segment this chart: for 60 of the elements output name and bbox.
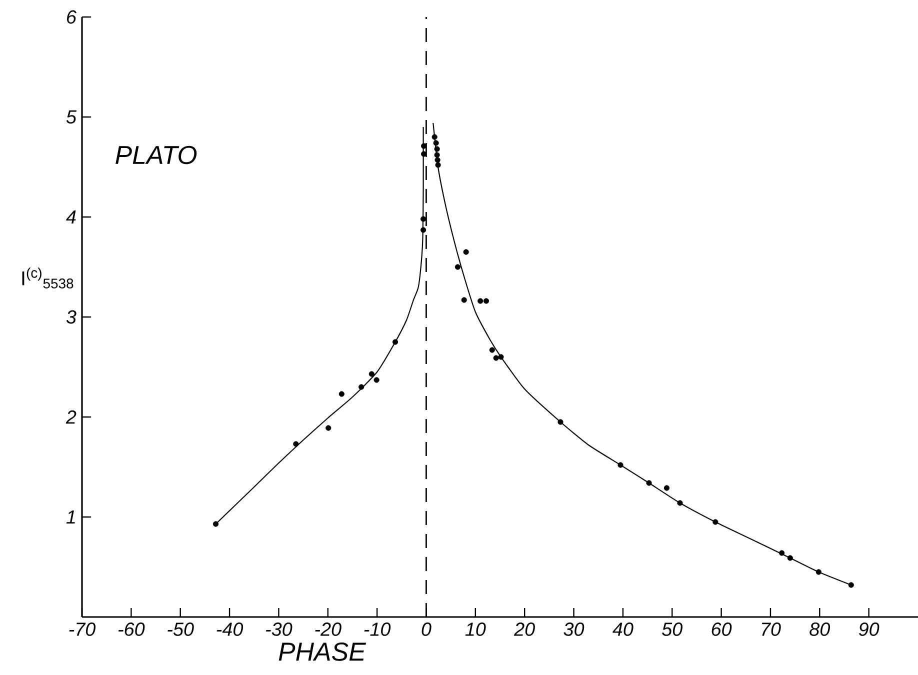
- point: [432, 134, 438, 140]
- x-axis-title: PHASE: [278, 642, 366, 661]
- x-tick-label: 40: [612, 622, 634, 636]
- x-tick-label: 50: [662, 622, 682, 636]
- point: [434, 152, 440, 158]
- point: [558, 419, 564, 425]
- x-tick-label: 70: [762, 622, 781, 636]
- point: [461, 297, 467, 303]
- point: [463, 249, 469, 255]
- x-tick-label: -30: [266, 622, 292, 636]
- point: [498, 354, 504, 360]
- point: [816, 569, 822, 575]
- y-tick-label: 6: [67, 10, 76, 24]
- point: [618, 462, 624, 468]
- y-tick-label: 4: [66, 210, 76, 224]
- y-tick-label: 3: [66, 310, 76, 324]
- point: [338, 391, 344, 397]
- x-tick-label: -10: [364, 622, 391, 636]
- point: [848, 582, 854, 588]
- point: [646, 480, 652, 486]
- point: [434, 146, 440, 152]
- point: [326, 425, 332, 431]
- point: [712, 519, 718, 525]
- point: [478, 298, 484, 304]
- point: [489, 347, 495, 353]
- x-tick-label: -50: [168, 622, 194, 636]
- y-tick-label: 5: [66, 110, 77, 124]
- annotation: PLATO: [116, 146, 197, 164]
- point: [435, 162, 441, 168]
- x-tick-label: 0: [422, 622, 432, 636]
- point: [358, 384, 364, 390]
- x-tick-label: 60: [712, 622, 732, 636]
- x-tick-label: -40: [216, 622, 244, 636]
- x-tick-label: 90: [858, 622, 880, 636]
- x-tick-label: 10: [465, 622, 486, 636]
- x-tick-label: -70: [69, 622, 96, 636]
- x-tick-label: 30: [564, 622, 584, 636]
- point: [212, 521, 219, 527]
- x-tick-label: 20: [514, 622, 535, 636]
- point: [664, 485, 670, 491]
- point: [420, 216, 426, 222]
- point: [374, 377, 380, 383]
- point: [293, 441, 299, 447]
- point: [778, 550, 785, 556]
- point: [493, 355, 499, 361]
- point: [483, 298, 490, 304]
- x-tick-label: -60: [118, 622, 145, 636]
- point: [677, 500, 683, 506]
- point: [420, 227, 426, 233]
- point: [787, 555, 793, 561]
- point: [434, 157, 440, 163]
- x-tick-label: 80: [810, 622, 830, 636]
- x-tick-label: -20: [315, 622, 342, 636]
- point: [454, 264, 461, 270]
- y-axis-title: I$^{(c)}$5538: [22, 268, 74, 288]
- point: [368, 371, 374, 377]
- y-tick-label: 2: [66, 410, 76, 424]
- y-tick-label: 1: [66, 510, 75, 524]
- point: [433, 140, 439, 146]
- point: [392, 339, 398, 345]
